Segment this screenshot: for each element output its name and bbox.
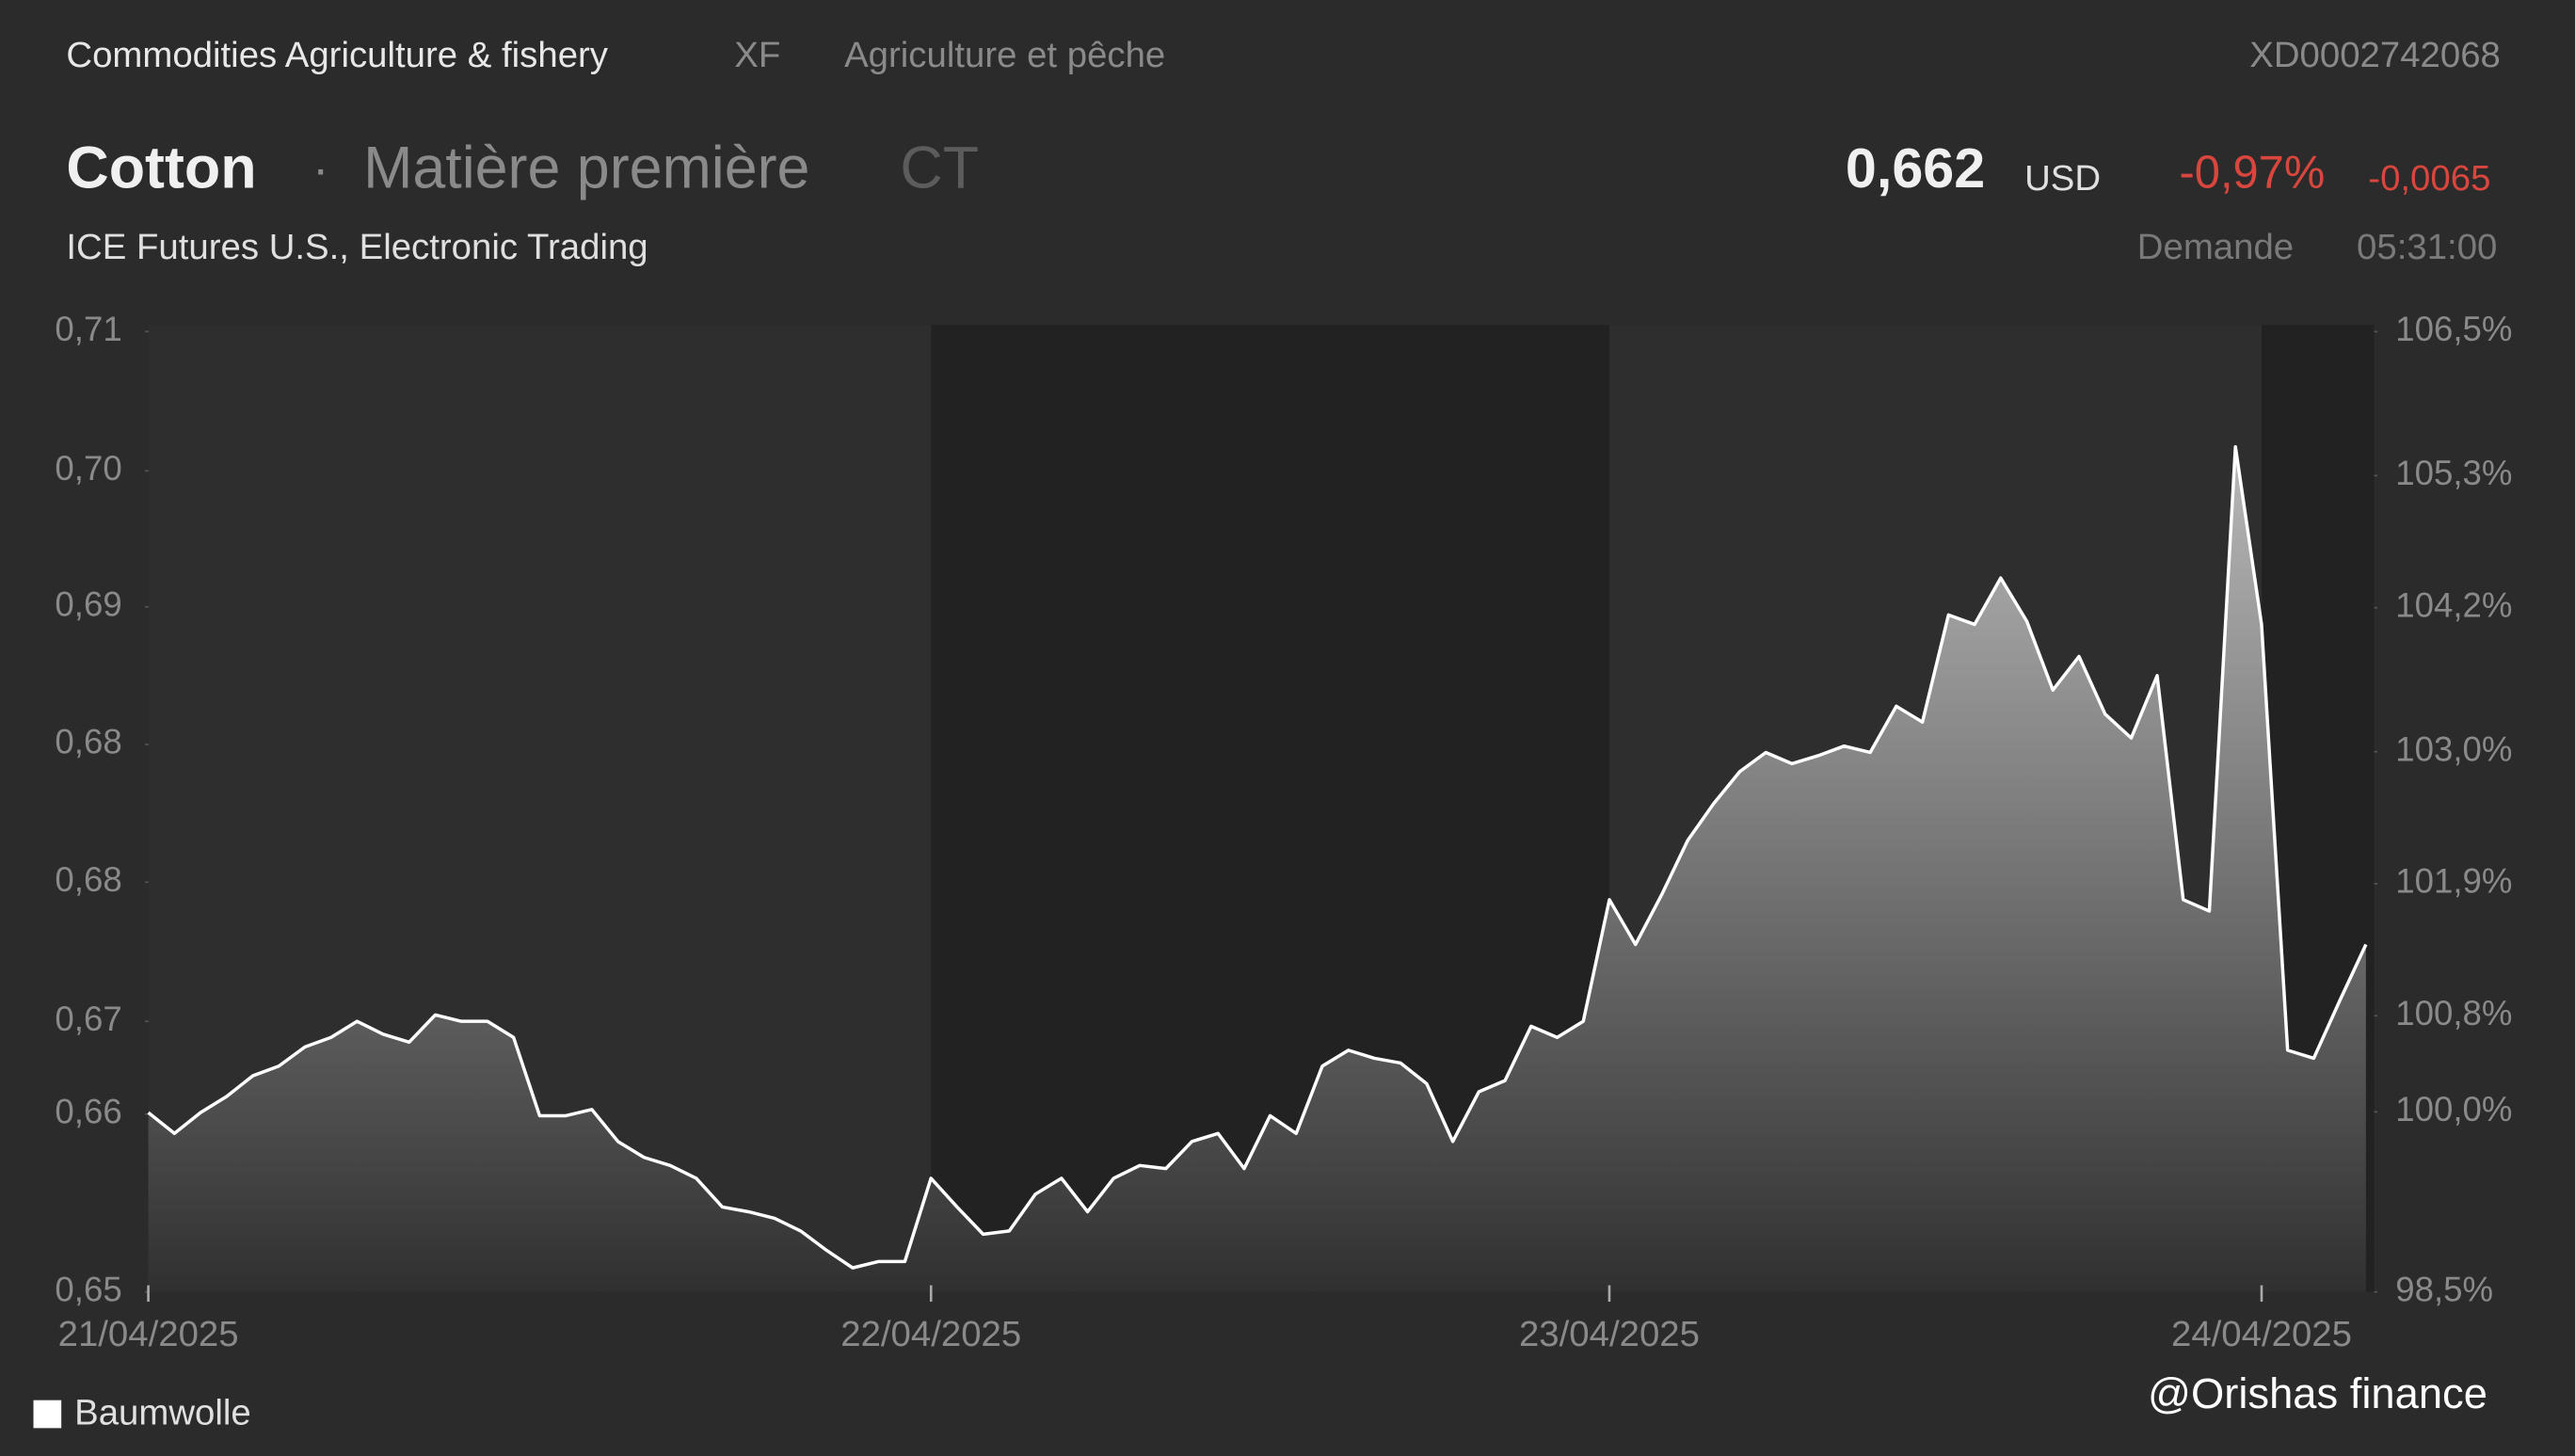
y2-tick-label: 104,2%: [2395, 585, 2512, 624]
price: 0,662: [1846, 136, 1985, 200]
currency: USD: [2024, 158, 2101, 199]
market: ICE Futures U.S., Electronic Trading: [66, 227, 648, 267]
isin: XD0002742068: [2249, 35, 2501, 75]
change-percent: -0,97%: [2180, 148, 2326, 199]
y2-tick-label: 100,8%: [2395, 994, 2512, 1032]
x-tick-label: 21/04/2025: [58, 1314, 239, 1354]
y2-tick-label: 105,3%: [2395, 454, 2512, 492]
quote-type: Demande: [2137, 227, 2294, 267]
x-tick-label: 23/04/2025: [1519, 1314, 1700, 1354]
x-tick-label: 22/04/2025: [840, 1314, 1021, 1354]
breadcrumb: Commodities Agriculture & fishery: [66, 35, 608, 75]
legend-swatch: [33, 1400, 62, 1429]
y-tick-label: 0,68: [55, 860, 121, 899]
instrument-kind: Matière première: [363, 136, 809, 201]
quote-time: 05:31:00: [2357, 227, 2497, 267]
y2-tick-label: 103,0%: [2395, 729, 2512, 768]
separator: ·: [312, 142, 328, 197]
y2-tick-label: 98,5%: [2395, 1270, 2493, 1308]
y-tick-label: 0,66: [55, 1093, 121, 1131]
x-tick-label: 24/04/2025: [2171, 1314, 2352, 1354]
y2-tick-label: 100,0%: [2395, 1090, 2512, 1128]
exchange-code: XF: [734, 35, 780, 75]
y2-tick-label: 101,9%: [2395, 862, 2512, 901]
plot: 0,71 0,70 0,69 0,68 0,68 0,67 0,66 0,65 106,5% 10…: [55, 310, 2512, 1354]
y-tick-label: 0,69: [55, 584, 121, 623]
y-tick-label: 0,67: [55, 1000, 121, 1038]
y-tick-label: 0,68: [55, 723, 121, 761]
y2-tick-label: 106,5%: [2395, 310, 2512, 348]
y-tick-label: 0,71: [55, 310, 121, 348]
instrument-name: Cotton: [66, 136, 256, 201]
legend-label: Baumwolle: [74, 1393, 251, 1433]
symbol: CT: [900, 136, 979, 201]
category: Agriculture et pêche: [844, 35, 1165, 75]
y-tick-label: 0,70: [55, 449, 121, 488]
y-tick-label: 0,65: [55, 1270, 121, 1308]
area-fill: [148, 446, 2366, 1292]
price-line: [147, 444, 2368, 1270]
change-absolute: -0,0065: [2368, 158, 2490, 199]
watermark: @Orishas finance: [2148, 1369, 2487, 1417]
